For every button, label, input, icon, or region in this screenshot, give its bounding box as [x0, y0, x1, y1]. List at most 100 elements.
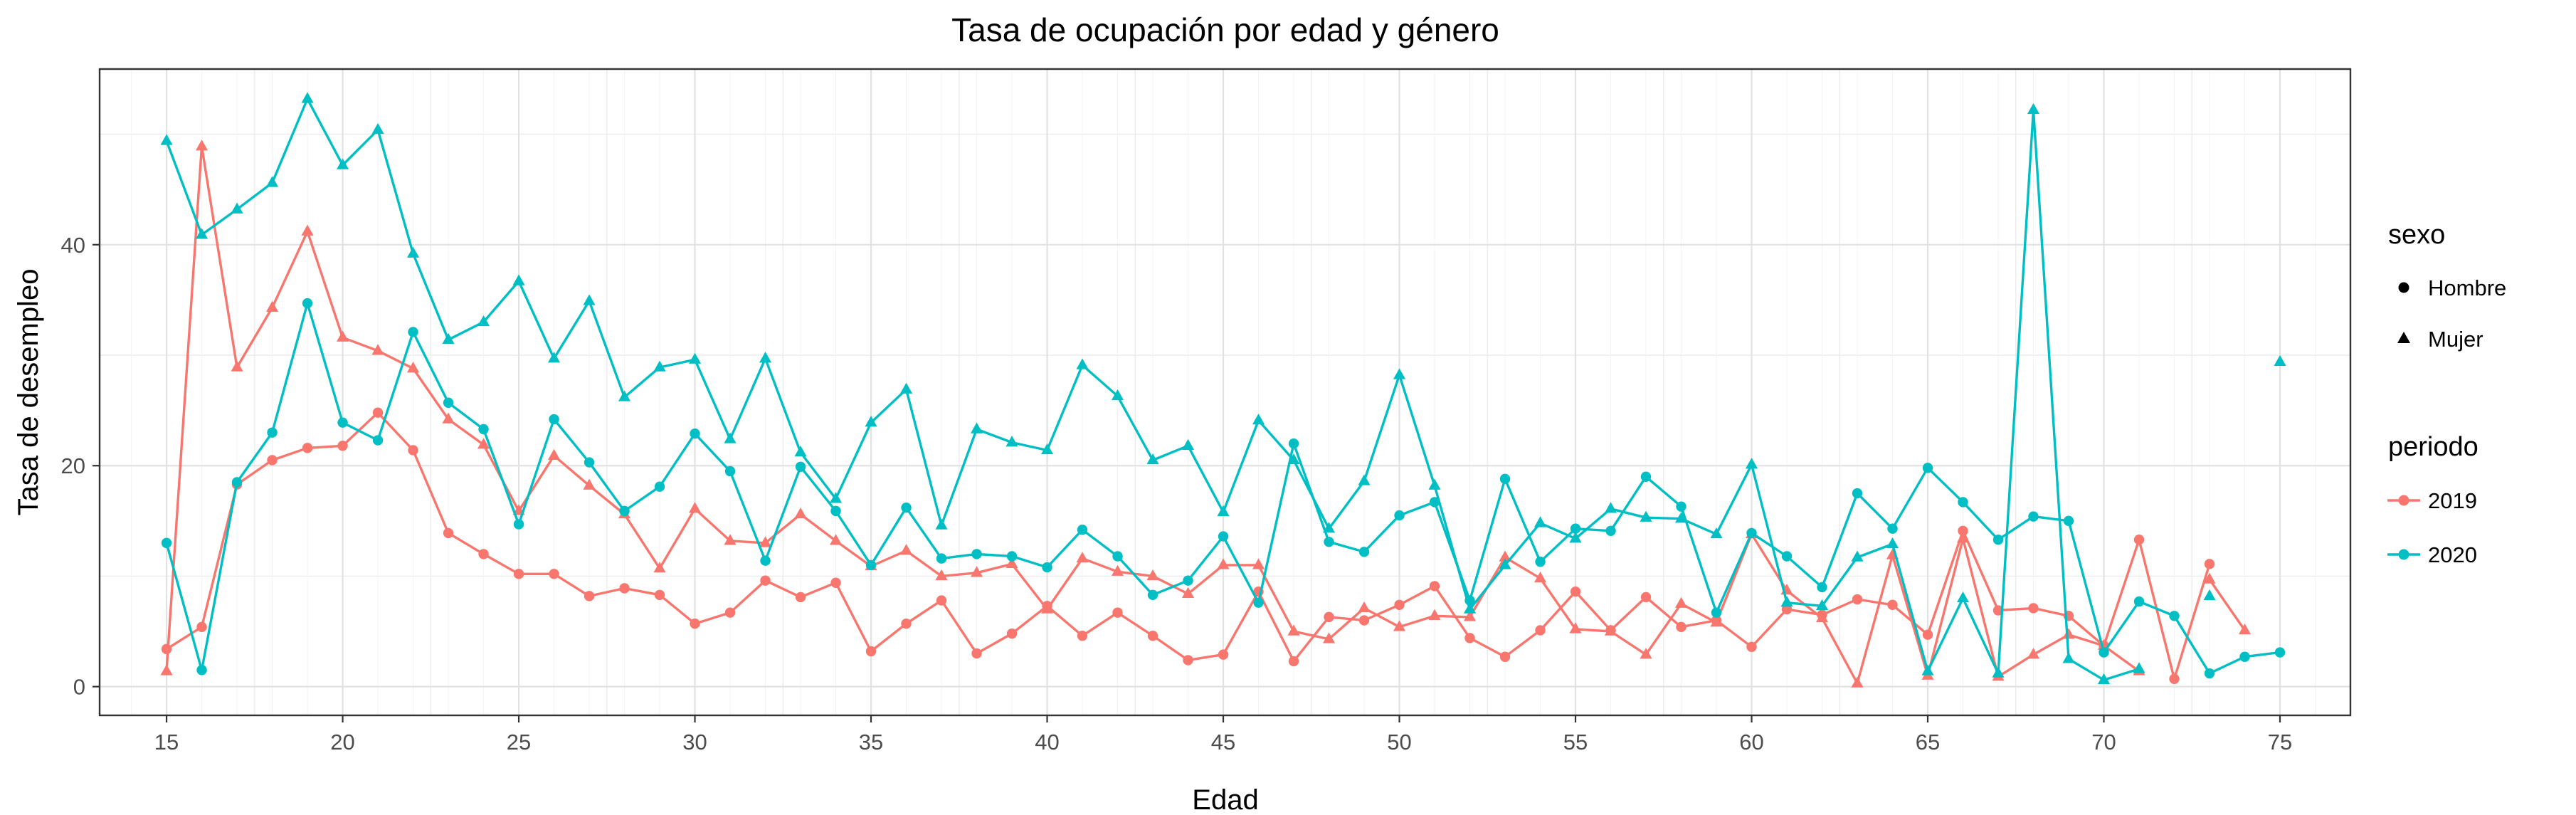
- data-point: [759, 352, 772, 363]
- data-point: [1887, 599, 1898, 610]
- data-point: [1781, 551, 1793, 562]
- data-point: [1922, 629, 1933, 640]
- x-tick-label: 25: [507, 730, 531, 754]
- data-point: [301, 224, 314, 236]
- data-point: [161, 537, 172, 549]
- data-point: [478, 549, 489, 559]
- data-point: [1604, 502, 1617, 513]
- data-point: [583, 478, 596, 490]
- data-point: [1745, 458, 1758, 469]
- data-point: [1710, 527, 1723, 539]
- data-point: [371, 344, 384, 355]
- data-point: [1112, 607, 1123, 618]
- data-point: [1534, 572, 1547, 583]
- data-point: [2169, 611, 2180, 621]
- data-point: [1429, 497, 1440, 508]
- data-point: [794, 446, 807, 457]
- legend-key-point: [2398, 549, 2409, 560]
- x-tick-label: 30: [682, 730, 707, 754]
- data-point: [1852, 488, 1863, 499]
- data-point: [935, 518, 948, 530]
- data-point: [899, 544, 913, 555]
- x-tick-label: 45: [1211, 730, 1235, 754]
- data-point: [2133, 662, 2145, 673]
- data-point: [654, 481, 665, 492]
- legend-label: Hombre: [2428, 275, 2506, 300]
- data-point: [724, 432, 737, 443]
- x-tick-label: 70: [2091, 730, 2116, 754]
- data-point: [196, 621, 207, 633]
- x-tick-label: 55: [1563, 730, 1588, 754]
- data-point: [1042, 562, 1052, 573]
- data-point: [936, 553, 947, 564]
- data-point: [688, 352, 702, 364]
- data-point: [443, 527, 454, 539]
- legend: sexo Hombre Mujer periodo 2019 2020: [2387, 220, 2506, 567]
- data-point: [1111, 389, 1124, 401]
- data-point: [1358, 601, 1371, 613]
- data-point: [1217, 558, 1230, 569]
- data-point: [971, 549, 982, 559]
- data-point: [1852, 594, 1863, 605]
- legend-label: Mujer: [2428, 327, 2483, 352]
- data-point: [1322, 632, 1336, 643]
- data-point: [1640, 471, 1652, 482]
- data-point: [1499, 473, 1511, 485]
- data-point: [1463, 610, 1477, 621]
- data-point: [970, 422, 983, 433]
- data-point: [2169, 673, 2180, 684]
- data-point: [549, 414, 559, 425]
- data-point: [760, 555, 771, 566]
- data-point: [1358, 615, 1370, 626]
- data-point: [478, 424, 489, 435]
- data-point: [830, 577, 841, 588]
- data-point: [2063, 515, 2074, 527]
- data-point: [1992, 666, 2005, 678]
- data-point: [1992, 535, 2004, 545]
- data-point: [1146, 453, 1159, 465]
- data-point: [865, 646, 877, 657]
- legend-label: 2019: [2428, 488, 2477, 513]
- data-point: [513, 519, 524, 530]
- data-point: [1393, 620, 1406, 631]
- data-point: [2203, 572, 2216, 584]
- data-point: [2203, 589, 2216, 601]
- data-point: [899, 382, 913, 394]
- series-layer: [160, 92, 2286, 688]
- data-point: [1183, 575, 1193, 586]
- y-axis-title: Tasa de desempleo: [13, 269, 44, 516]
- data-point: [1569, 622, 1582, 633]
- data-point: [1394, 510, 1405, 521]
- data-point: [618, 390, 631, 401]
- data-point: [1429, 581, 1440, 591]
- data-point: [1746, 641, 1757, 652]
- data-point: [1676, 501, 1686, 512]
- data-point: [267, 455, 278, 466]
- x-tick-label: 65: [1916, 730, 1940, 754]
- data-point: [265, 176, 279, 187]
- data-point: [1287, 453, 1300, 465]
- y-tick-label: 40: [61, 233, 85, 258]
- data-point: [619, 505, 630, 517]
- data-point: [1851, 676, 1864, 688]
- data-point: [1288, 438, 1299, 449]
- series-2020-mujer: [160, 92, 2286, 685]
- data-point: [1288, 656, 1299, 667]
- data-point: [1781, 604, 1793, 615]
- data-point: [901, 618, 912, 629]
- data-point: [865, 416, 877, 427]
- data-point: [1006, 551, 1018, 562]
- data-point: [195, 228, 208, 239]
- data-point: [267, 427, 278, 438]
- data-point: [372, 407, 384, 418]
- data-point: [830, 505, 841, 517]
- grid: [100, 69, 2351, 715]
- data-point: [1958, 525, 1968, 536]
- data-point: [1499, 550, 1511, 562]
- data-point: [301, 92, 314, 103]
- data-point: [1674, 596, 1688, 608]
- data-point: [1815, 599, 1829, 611]
- legend-label: 2020: [2428, 542, 2477, 567]
- data-point: [901, 502, 912, 513]
- data-point: [1146, 569, 1159, 581]
